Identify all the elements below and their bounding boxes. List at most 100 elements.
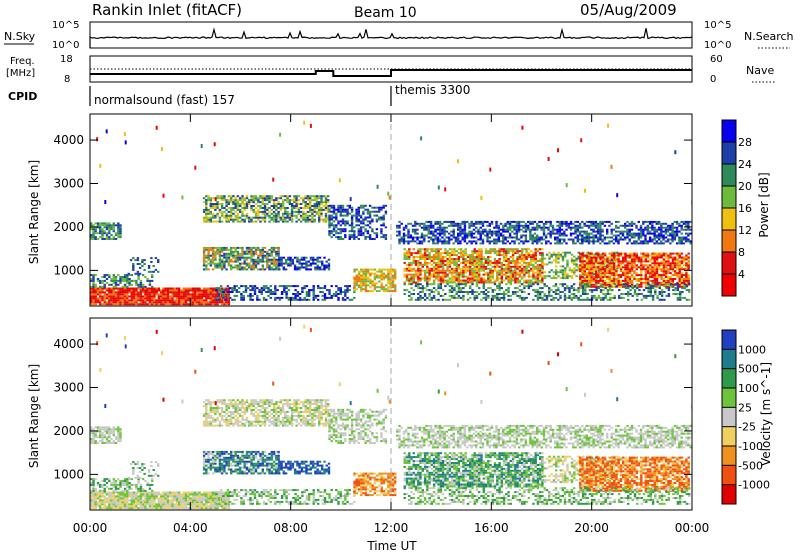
scatter-cell <box>103 274 106 277</box>
scatter-cell <box>529 238 532 241</box>
scatter-cell <box>200 289 203 292</box>
scatter-cell <box>211 216 215 219</box>
scatter-cell <box>132 266 135 269</box>
scatter-cell <box>590 270 593 273</box>
scatter-cell <box>268 195 271 198</box>
scatter-cell <box>132 279 136 282</box>
scatter-cell <box>640 285 643 288</box>
scatter-cell <box>266 208 269 211</box>
scatter-cell <box>461 228 464 231</box>
scatter-cell <box>662 254 666 257</box>
scatter-cell <box>200 303 203 306</box>
scatter-cell <box>380 286 383 289</box>
scatter-cell <box>599 268 602 271</box>
scatter-cell <box>675 234 679 237</box>
scatter-cell <box>509 260 512 262</box>
scatter-cell <box>391 276 395 279</box>
scatter-cell <box>419 273 422 276</box>
scatter-cell <box>662 274 666 277</box>
scatter-cell <box>606 220 609 223</box>
scatter-cell <box>417 260 420 262</box>
scatter-cell <box>128 295 131 298</box>
scatter-cell <box>254 207 258 209</box>
scatter-cell <box>234 201 237 204</box>
scatter-cell <box>408 265 411 268</box>
scatter-cell <box>241 199 244 202</box>
scatter-cell <box>658 256 661 259</box>
scatter-cell <box>615 234 618 237</box>
scatter-cell <box>202 254 206 257</box>
scatter-cell <box>300 256 304 259</box>
scatter-cell <box>151 289 154 292</box>
scatter-cell <box>304 216 307 219</box>
scatter-cell <box>341 298 345 301</box>
scatter-cell <box>441 279 445 282</box>
scatter-cell <box>462 271 465 274</box>
scatter-cell <box>236 260 240 263</box>
scatter-cell <box>355 214 358 217</box>
scatter-cell <box>565 242 568 245</box>
scatter-cell <box>565 224 568 227</box>
scatter-cell <box>344 294 347 297</box>
scatter-cell <box>144 295 147 298</box>
scatter-cell <box>617 220 620 223</box>
scatter-cell <box>268 252 271 255</box>
scatter-cell <box>426 263 429 266</box>
scatter-cell <box>497 230 500 233</box>
scatter-cell <box>275 246 278 249</box>
scatter-cell <box>509 281 512 284</box>
scatter-cell <box>275 268 278 271</box>
scatter-cell <box>420 240 424 243</box>
scatter-cell <box>169 297 172 300</box>
scatter-cell <box>114 238 118 240</box>
scatter-cell <box>227 216 231 219</box>
scatter-cell <box>574 220 577 223</box>
scatter-cell <box>330 224 333 227</box>
scatter-cell <box>460 248 463 251</box>
scatter-cell <box>457 224 460 227</box>
scatter-cell <box>297 210 301 213</box>
scatter-cell <box>613 278 616 280</box>
scatter-cell <box>532 258 535 260</box>
scatter-cell <box>594 266 598 269</box>
scatter-cell <box>138 272 142 275</box>
scatter-cell <box>615 260 618 263</box>
scatter-cell <box>148 297 152 300</box>
scatter-cell <box>552 253 556 256</box>
scatter-cell <box>341 214 345 217</box>
scatter-cell <box>281 220 285 223</box>
scatter-cell <box>157 299 161 302</box>
scatter-cell <box>443 230 446 233</box>
scatter-cell <box>230 212 233 215</box>
scatter-cell <box>175 295 179 298</box>
scatter-cell <box>594 281 598 284</box>
scatter-cell <box>594 272 598 275</box>
scatter-cell <box>248 203 251 205</box>
scatter-cell <box>429 222 433 225</box>
scatter-cell <box>432 260 436 262</box>
scatter-cell <box>532 265 535 268</box>
scatter-cell <box>427 236 430 239</box>
scatter-cell <box>270 205 273 207</box>
scatter-cell <box>518 267 522 270</box>
scatter-cell <box>198 295 201 298</box>
scatter-cell <box>382 288 386 291</box>
scatter-cell <box>472 232 476 235</box>
scatter-cell <box>202 256 206 259</box>
scatter-cell <box>248 248 251 251</box>
scatter-cell <box>527 281 531 284</box>
scatter-cell <box>155 287 158 290</box>
scatter-cell <box>508 228 512 231</box>
scatter-cell <box>211 289 215 292</box>
scatter-cell <box>344 285 347 288</box>
scatter-cell <box>132 257 135 260</box>
scatter-cell <box>330 285 333 288</box>
scatter-cell <box>117 287 120 290</box>
scatter-cell <box>234 254 237 257</box>
scatter-cell <box>622 270 625 273</box>
scatter-cell <box>524 234 528 237</box>
scatter-cell <box>585 220 588 223</box>
scatter-cell <box>169 299 172 302</box>
scatter-cell <box>441 236 444 239</box>
scatter-cell <box>414 275 418 278</box>
